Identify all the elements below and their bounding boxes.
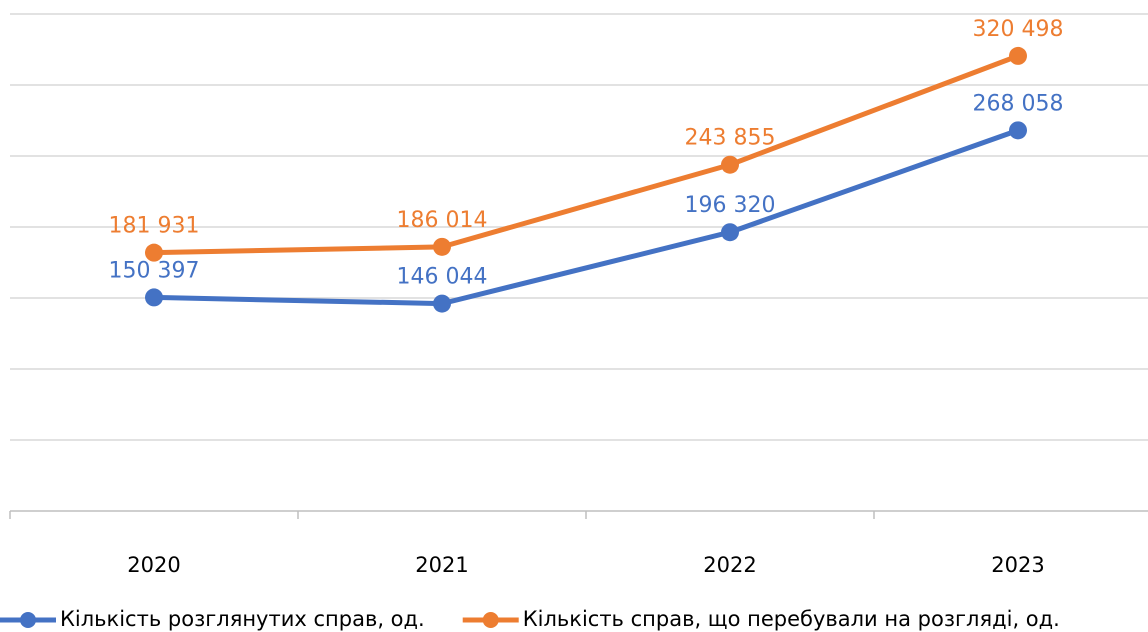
data-label: 186 014	[397, 208, 488, 233]
legend-label: Кількість розглянутих справ, од.	[60, 607, 425, 631]
legend-marker	[20, 612, 36, 628]
series-line	[153, 53, 1019, 256]
legend-marker	[482, 612, 499, 628]
data-label: 146 044	[397, 265, 488, 290]
x-tick-label: 2022	[703, 553, 756, 577]
data-point	[1009, 121, 1027, 140]
data-point	[433, 294, 451, 313]
data-point	[721, 223, 739, 242]
x-tick-label: 2020	[127, 553, 180, 577]
legend-label: Кількість справ, що перебували на розгля…	[523, 607, 1060, 631]
data-point	[721, 155, 739, 174]
data-label: 268 058	[973, 91, 1064, 116]
data-point	[433, 237, 451, 256]
data-label: 150 397	[109, 258, 200, 283]
data-point	[145, 288, 163, 307]
x-tick-label: 2021	[415, 553, 468, 577]
data-point	[1009, 46, 1027, 65]
data-label: 196 320	[685, 193, 776, 218]
data-label: 181 931	[109, 214, 200, 239]
series-line	[153, 128, 1019, 307]
x-tick-label: 2023	[991, 553, 1044, 577]
data-label: 243 855	[685, 126, 776, 151]
data-label: 320 498	[973, 17, 1064, 42]
data-point	[145, 243, 163, 262]
